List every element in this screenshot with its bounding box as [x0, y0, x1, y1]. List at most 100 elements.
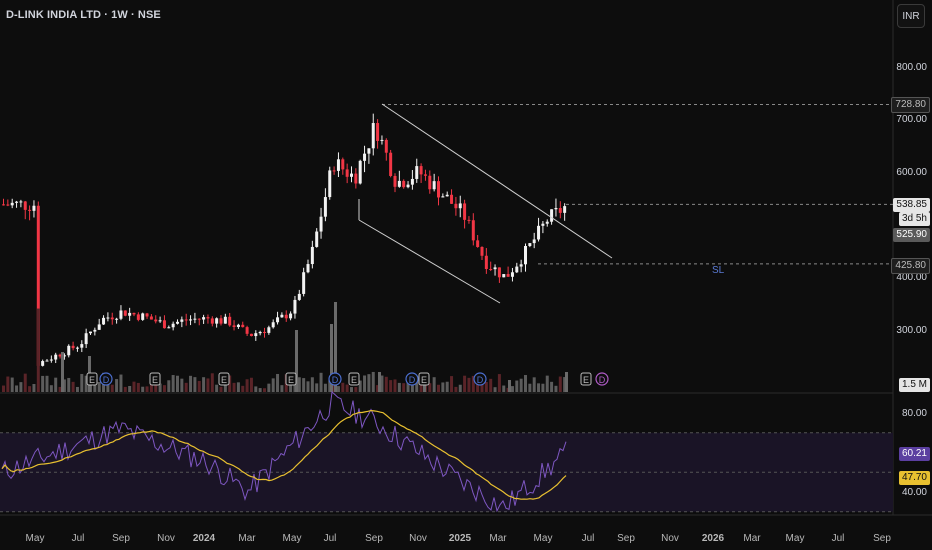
- volume-bar: [463, 375, 467, 392]
- candle-body: [423, 174, 427, 176]
- candle-body: [97, 324, 101, 330]
- candle-body: [258, 331, 262, 334]
- volume-bar: [276, 373, 280, 392]
- candle-body: [119, 310, 123, 319]
- time-axis-label: Jul: [324, 533, 337, 544]
- candle-body: [276, 317, 280, 323]
- earnings-marker: [348, 372, 360, 386]
- volume-bar: [254, 386, 258, 392]
- candle-body: [271, 322, 275, 328]
- candle-body: [15, 201, 19, 203]
- time-axis-label: Mar: [489, 533, 507, 544]
- candle-body: [284, 314, 288, 319]
- candle-body: [267, 327, 271, 333]
- candle-body: [149, 316, 153, 320]
- candle-body: [341, 159, 345, 170]
- candle-body: [89, 331, 92, 334]
- volume-bar: [528, 383, 532, 392]
- time-axis-label: Nov: [157, 533, 175, 544]
- candle-body: [110, 317, 114, 320]
- volume-bar: [119, 374, 123, 392]
- currency-button[interactable]: INR: [897, 4, 925, 28]
- rsi-ma-value-label: 47.70: [898, 471, 930, 485]
- price-tick-600: 600.00: [896, 167, 927, 178]
- volume-bar: [471, 375, 475, 392]
- time-axis-label: Mar: [743, 533, 761, 544]
- candle-body: [441, 196, 445, 198]
- event-marker-label: E: [288, 375, 294, 385]
- earnings-marker: [285, 372, 297, 386]
- volume-bar: [180, 378, 184, 392]
- candle-body: [223, 316, 227, 324]
- candle-body: [506, 274, 510, 277]
- candle-body: [41, 361, 45, 366]
- candle-body: [106, 317, 110, 319]
- volume-bar: [493, 387, 497, 392]
- time-axis-label: May: [534, 533, 553, 544]
- dividend-marker: [99, 372, 113, 386]
- candle-body: [428, 175, 432, 190]
- candle-body: [184, 319, 188, 321]
- volume-bar: [323, 383, 327, 392]
- volume-bar: [354, 387, 358, 392]
- volume-bar: [106, 382, 110, 392]
- volume-bar: [32, 383, 36, 392]
- volume-bar: [15, 385, 19, 392]
- candle-body: [319, 216, 323, 232]
- candle-body: [310, 246, 314, 265]
- candle-body: [154, 319, 158, 322]
- candle-body: [93, 329, 97, 332]
- candle-body: [537, 225, 541, 240]
- symbol-title: D-LINK INDIA LTD · 1W · NSE: [6, 9, 161, 21]
- candle-body: [493, 267, 497, 270]
- volume-bar: [497, 374, 501, 392]
- candle-body: [367, 148, 371, 154]
- candle-body: [162, 320, 166, 329]
- candle-body: [189, 319, 193, 321]
- volume-bar: [380, 375, 384, 392]
- candle-body: [515, 266, 519, 273]
- candle-body: [345, 169, 349, 177]
- volume-bar: [532, 377, 536, 392]
- volume-bar: [280, 385, 284, 392]
- event-marker-label: E: [221, 375, 227, 385]
- event-marker-label: E: [152, 375, 158, 385]
- volume-bar: [558, 376, 562, 392]
- volume-bar: [393, 379, 397, 392]
- volume-bar: [184, 382, 188, 392]
- time-axis-label: Mar: [238, 533, 256, 544]
- volume-bar: [19, 382, 23, 392]
- rsi-ma-line: [1, 409, 567, 500]
- earnings-marker: [149, 372, 161, 386]
- candle-body: [363, 153, 367, 161]
- candle-body: [323, 197, 327, 217]
- volume-bar: [158, 383, 162, 392]
- time-axis-label: Sep: [873, 533, 891, 544]
- volume-bar: [510, 386, 514, 392]
- candle-body: [415, 166, 419, 179]
- candle-body: [328, 170, 332, 198]
- candle-body: [206, 317, 210, 319]
- candle-body: [202, 317, 206, 320]
- event-marker-label: D: [599, 375, 606, 385]
- candle-body: [54, 354, 58, 360]
- volume-bar: [458, 384, 462, 392]
- volume-bar: [236, 382, 240, 392]
- channel-lower-line: [358, 219, 501, 304]
- volume-bar: [371, 371, 375, 392]
- event-marker-label: E: [351, 375, 357, 385]
- volume-bar: [115, 379, 119, 392]
- event-marker-label: D: [409, 375, 416, 385]
- candle-body: [558, 208, 562, 213]
- candle-body: [454, 203, 458, 209]
- candle-body: [45, 360, 49, 362]
- volume-bar: [28, 386, 32, 392]
- volume-bar: [10, 377, 14, 392]
- candle-body: [132, 312, 136, 315]
- volume-bar: [97, 382, 101, 392]
- candle-body: [541, 223, 545, 226]
- candle-body: [6, 204, 10, 206]
- candle-body: [289, 313, 293, 319]
- candle-body: [58, 354, 62, 357]
